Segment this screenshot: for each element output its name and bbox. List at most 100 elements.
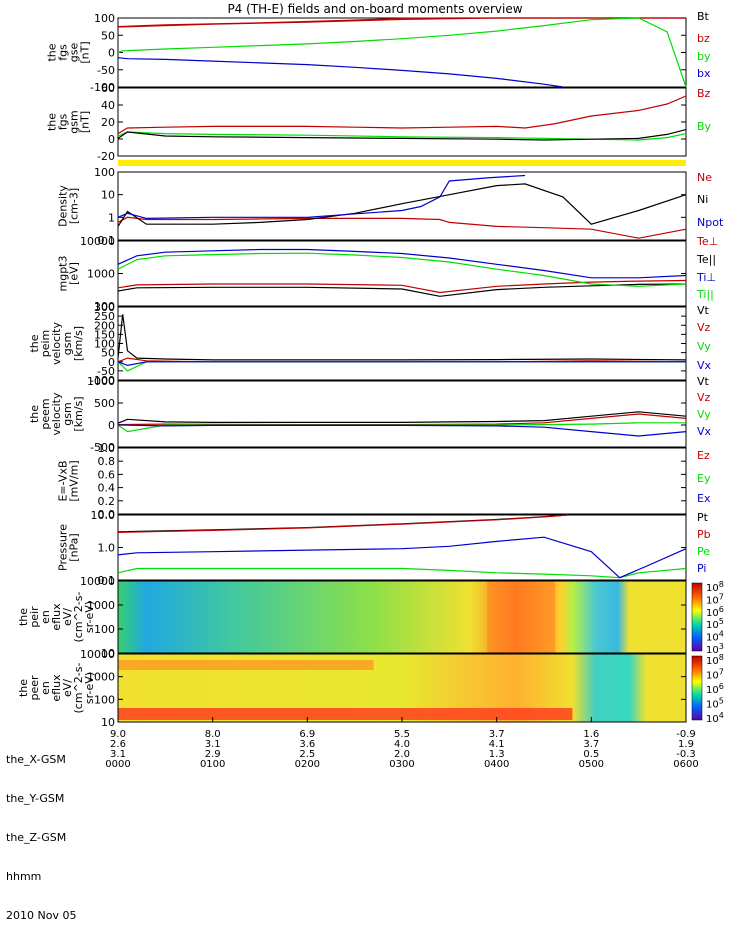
y-tick-label: 100 bbox=[94, 693, 115, 706]
ephemeris-z-value: -0.3 bbox=[676, 749, 696, 760]
ephemeris-t-value: 0000 bbox=[105, 759, 130, 770]
series-fgs_gse-by bbox=[117, 17, 687, 88]
y-axis-label: [nT] bbox=[79, 111, 92, 133]
ephemeris-y-value: 1.9 bbox=[678, 739, 694, 750]
ephemeris-x-value: 1.6 bbox=[583, 729, 599, 740]
ephemeris-row-labels: the_X-GSM the_Y-GSM the_Z-GSM hhmm 2010 … bbox=[6, 727, 76, 935]
y-tick-label: 10000 bbox=[80, 648, 115, 661]
y-tick-label: 10 bbox=[101, 647, 115, 660]
ephemeris-t-value: 0200 bbox=[295, 759, 320, 770]
series-pressure-Pi bbox=[117, 536, 687, 579]
colorbar-tick-label: 106 bbox=[706, 682, 724, 696]
y-axis-label: the bbox=[46, 43, 59, 61]
y-tick-label: 1000 bbox=[87, 268, 115, 281]
y-tick-label: 0.4 bbox=[98, 482, 116, 495]
legend-entry: Bx bbox=[697, 0, 712, 3]
y-tick-label: -500 bbox=[90, 441, 115, 454]
y-axis-label: (cm^2-s- bbox=[72, 592, 85, 643]
ephemeris-z-value: 2.5 bbox=[299, 749, 315, 760]
y-tick-label: 10 bbox=[101, 716, 115, 729]
series-peem_velocity-Vz bbox=[117, 413, 687, 426]
y-tick-label: 0.0 bbox=[98, 508, 116, 521]
series-density-Ne bbox=[117, 216, 687, 239]
legend-entry: by bbox=[697, 50, 711, 63]
ephemeris-t-value: 0600 bbox=[673, 759, 698, 770]
ephemeris-y-value: 3.6 bbox=[299, 739, 315, 750]
y-tick-label: 0.6 bbox=[98, 468, 116, 481]
legend-entry: Bz bbox=[697, 87, 711, 100]
y-tick-label: 50 bbox=[101, 347, 115, 360]
z-gsm-label: the_Z-GSM bbox=[6, 831, 67, 844]
legend-entry: Vz bbox=[697, 321, 711, 334]
heatmap-hot-region bbox=[487, 581, 556, 653]
y-tick-label: 150 bbox=[94, 328, 115, 341]
legend-entry: Ex bbox=[697, 492, 711, 505]
heatmap-band-high-energy bbox=[118, 660, 374, 670]
ephemeris-y-value: 4.1 bbox=[489, 739, 505, 750]
legend-entry: Te⊥ bbox=[696, 235, 718, 248]
y-tick-label: 0 bbox=[108, 133, 115, 146]
y-axis-label: peir bbox=[28, 606, 41, 628]
series-pressure-Pt bbox=[117, 514, 568, 533]
panel-frame bbox=[117, 447, 687, 515]
colorbar-tick-label: 104 bbox=[706, 711, 724, 725]
y-axis-label: [km/s] bbox=[72, 326, 85, 361]
y-tick-label: 40 bbox=[101, 99, 115, 112]
y-tick-label: 0.1 bbox=[98, 234, 116, 247]
ephemeris-x-value: 9.0 bbox=[110, 729, 126, 740]
date-label: 2010 Nov 05 bbox=[6, 909, 77, 922]
series-peem_velocity-Vx bbox=[117, 424, 687, 437]
ephemeris-t-value: 0400 bbox=[484, 759, 509, 770]
y-axis-label: mgpt3 bbox=[57, 256, 70, 292]
y-axis-label: (cm^2-s- bbox=[72, 663, 85, 714]
colorbar-tick-label: 107 bbox=[706, 668, 724, 682]
y-tick-label: -20 bbox=[97, 150, 115, 163]
series-peim_velocity-Vy bbox=[117, 361, 686, 372]
panel-density: Density[cm-3] bbox=[57, 171, 687, 241]
y-axis-label: eV/ bbox=[61, 679, 74, 697]
legend-entry: Vx bbox=[697, 359, 712, 372]
y-tick-label: 250 bbox=[94, 310, 115, 323]
ephemeris-z-value: 2.0 bbox=[394, 749, 410, 760]
y-tick-label: 60 bbox=[101, 82, 115, 95]
series-temperature-Ti bbox=[117, 252, 687, 287]
legend-entry: Vy bbox=[697, 408, 711, 421]
y-axis-label: eV/ bbox=[61, 608, 74, 626]
y-tick-label: 0.8 bbox=[98, 455, 116, 468]
y-tick-label: 1000 bbox=[87, 599, 115, 612]
y-axis-label: [nPa] bbox=[68, 533, 81, 561]
panel-frame bbox=[117, 580, 687, 654]
ephemeris-gap-bar bbox=[118, 160, 686, 166]
ephemeris-z-value: 3.1 bbox=[110, 749, 126, 760]
legend-entry: Ey bbox=[697, 472, 711, 485]
colorbar-peer_eflux bbox=[691, 655, 703, 721]
x-gsm-label: the_X-GSM bbox=[6, 753, 66, 766]
y-axis-label: gsm bbox=[68, 110, 81, 133]
series-fgs_gse-bz bbox=[117, 17, 686, 28]
y-tick-label: 100 bbox=[94, 12, 115, 25]
y-tick-label: 1 bbox=[108, 211, 115, 224]
y-axis-label: eflux bbox=[50, 603, 63, 631]
panel-frame bbox=[117, 87, 687, 157]
y-tick-label: 50 bbox=[101, 29, 115, 42]
series-fgs_gsm-By bbox=[117, 131, 687, 141]
legend-entry: Vt bbox=[697, 375, 710, 388]
y-axis-label: en bbox=[39, 681, 52, 695]
legend-entry: Ti⊥ bbox=[696, 271, 716, 284]
y-axis-label: the bbox=[17, 608, 30, 626]
ephemeris-x-value: 8.0 bbox=[205, 729, 221, 740]
legend-entry: Vt bbox=[697, 304, 710, 317]
ephemeris-x-value: 3.7 bbox=[489, 729, 505, 740]
ephemeris-y-value: 3.7 bbox=[583, 739, 599, 750]
heatmap-band-low-energy bbox=[118, 708, 573, 720]
y-axis-label: [km/s] bbox=[72, 396, 85, 431]
ephemeris-z-value: 2.9 bbox=[205, 749, 221, 760]
ephemeris-t-value: 0500 bbox=[579, 759, 604, 770]
series-pressure-Pb bbox=[117, 514, 568, 533]
ephemeris-y-value: 2.6 bbox=[110, 739, 126, 750]
ephemeris-t-value: 0300 bbox=[389, 759, 414, 770]
y-gsm-label: the_Y-GSM bbox=[6, 792, 65, 805]
